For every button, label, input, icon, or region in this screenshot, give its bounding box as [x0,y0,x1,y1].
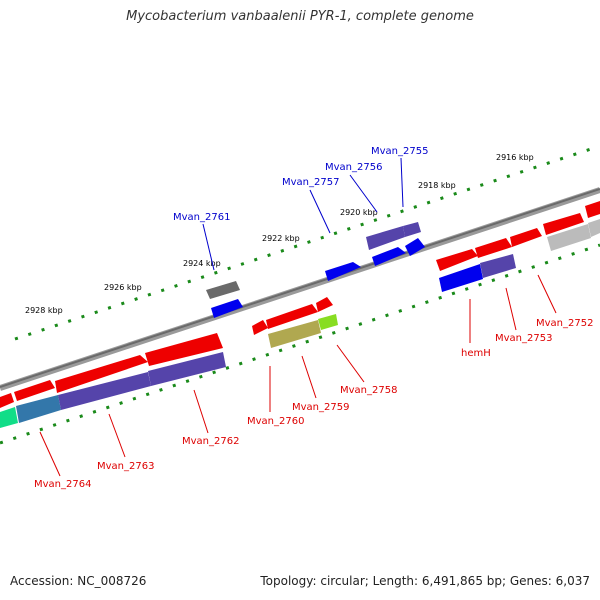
gene-red-2759[interactable] [266,304,318,329]
gene-label[interactable]: Mvan_2762 [182,436,239,447]
gene-red-4[interactable] [145,333,223,366]
gene-label[interactable]: hemH [461,348,491,359]
gene-red-2752[interactable] [510,228,542,247]
label-leaders-lower [39,274,557,477]
gene-Mvan_2759[interactable] [268,320,321,348]
gene-Mvan_2762[interactable] [148,352,226,386]
tick-label: 2924 kbp [183,259,221,268]
gene-label[interactable]: Mvan_2752 [536,318,593,329]
gene-red-1[interactable] [0,393,14,408]
gene-label[interactable]: Mvan_2753 [495,333,552,344]
gene-red-2750[interactable] [585,201,600,218]
gene-red-2[interactable] [14,380,55,401]
gene-teal-2764[interactable] [16,395,61,423]
tick-label: 2928 kbp [25,306,63,315]
gene-red-2753[interactable] [475,238,512,258]
gene-label[interactable]: Mvan_2758 [340,385,397,396]
gene-label[interactable]: Mvan_2756 [325,162,382,173]
tick-label: 2926 kbp [104,283,142,292]
gene-Mvan_2757[interactable] [325,262,361,281]
gene-red-2760[interactable] [252,320,268,335]
gene-blue-2755b[interactable] [405,238,425,256]
gene-green-2764[interactable] [0,407,18,428]
gene-blue-2756b[interactable] [372,247,406,266]
gene-Mvan_2758[interactable] [318,314,338,330]
tick-label: 2918 kbp [418,181,456,190]
gene-labels-upper: Mvan_2755 Mvan_2756 Mvan_2757 Mvan_2761 [173,146,428,223]
genome-backbone-highlight [0,188,600,388]
lower-strand-genes [0,201,600,428]
gene-label[interactable]: Mvan_2760 [247,416,304,427]
gene-label[interactable]: Mvan_2755 [371,146,428,157]
tick-label: 2920 kbp [340,208,378,217]
gene-red-2751[interactable] [543,213,584,235]
tick-label: 2916 kbp [496,153,534,162]
gene-blue-2761b[interactable] [211,299,243,318]
gene-labels-lower: Mvan_2752 Mvan_2753 hemH Mvan_2758 Mvan_… [34,318,593,490]
gene-Mvan_2755[interactable] [403,222,421,237]
upper-strand-genes [206,222,425,318]
accession-text: Accession: NC_008726 [10,574,147,588]
scale-track-upper [14,144,600,341]
gene-red-3[interactable] [55,355,148,393]
gene-silver-2751[interactable] [547,224,591,251]
genome-summary-text: Topology: circular; Length: 6,491,865 bp… [260,574,590,588]
gene-Mvan_2753[interactable] [480,254,516,278]
scale-track-lower [0,243,600,445]
gene-label[interactable]: Mvan_2764 [34,479,91,490]
gene-label[interactable]: Mvan_2759 [292,402,349,413]
gene-label[interactable]: Mvan_2763 [97,461,154,472]
gene-silver-2750[interactable] [588,219,600,237]
tick-label: 2922 kbp [262,234,300,243]
gene-Mvan_2756[interactable] [366,226,405,250]
gene-Mvan_2761[interactable] [206,281,240,299]
gene-label[interactable]: Mvan_2757 [282,177,339,188]
label-leaders [202,157,404,271]
gene-Mvan_2763[interactable] [58,372,151,410]
gene-label[interactable]: Mvan_2761 [173,212,230,223]
genome-title: Mycobacterium vanbaalenii PYR-1, complet… [126,9,474,24]
gene-red-hemH[interactable] [436,249,478,271]
gene-red-2758[interactable] [316,297,333,312]
gene-hemH[interactable] [439,264,483,292]
